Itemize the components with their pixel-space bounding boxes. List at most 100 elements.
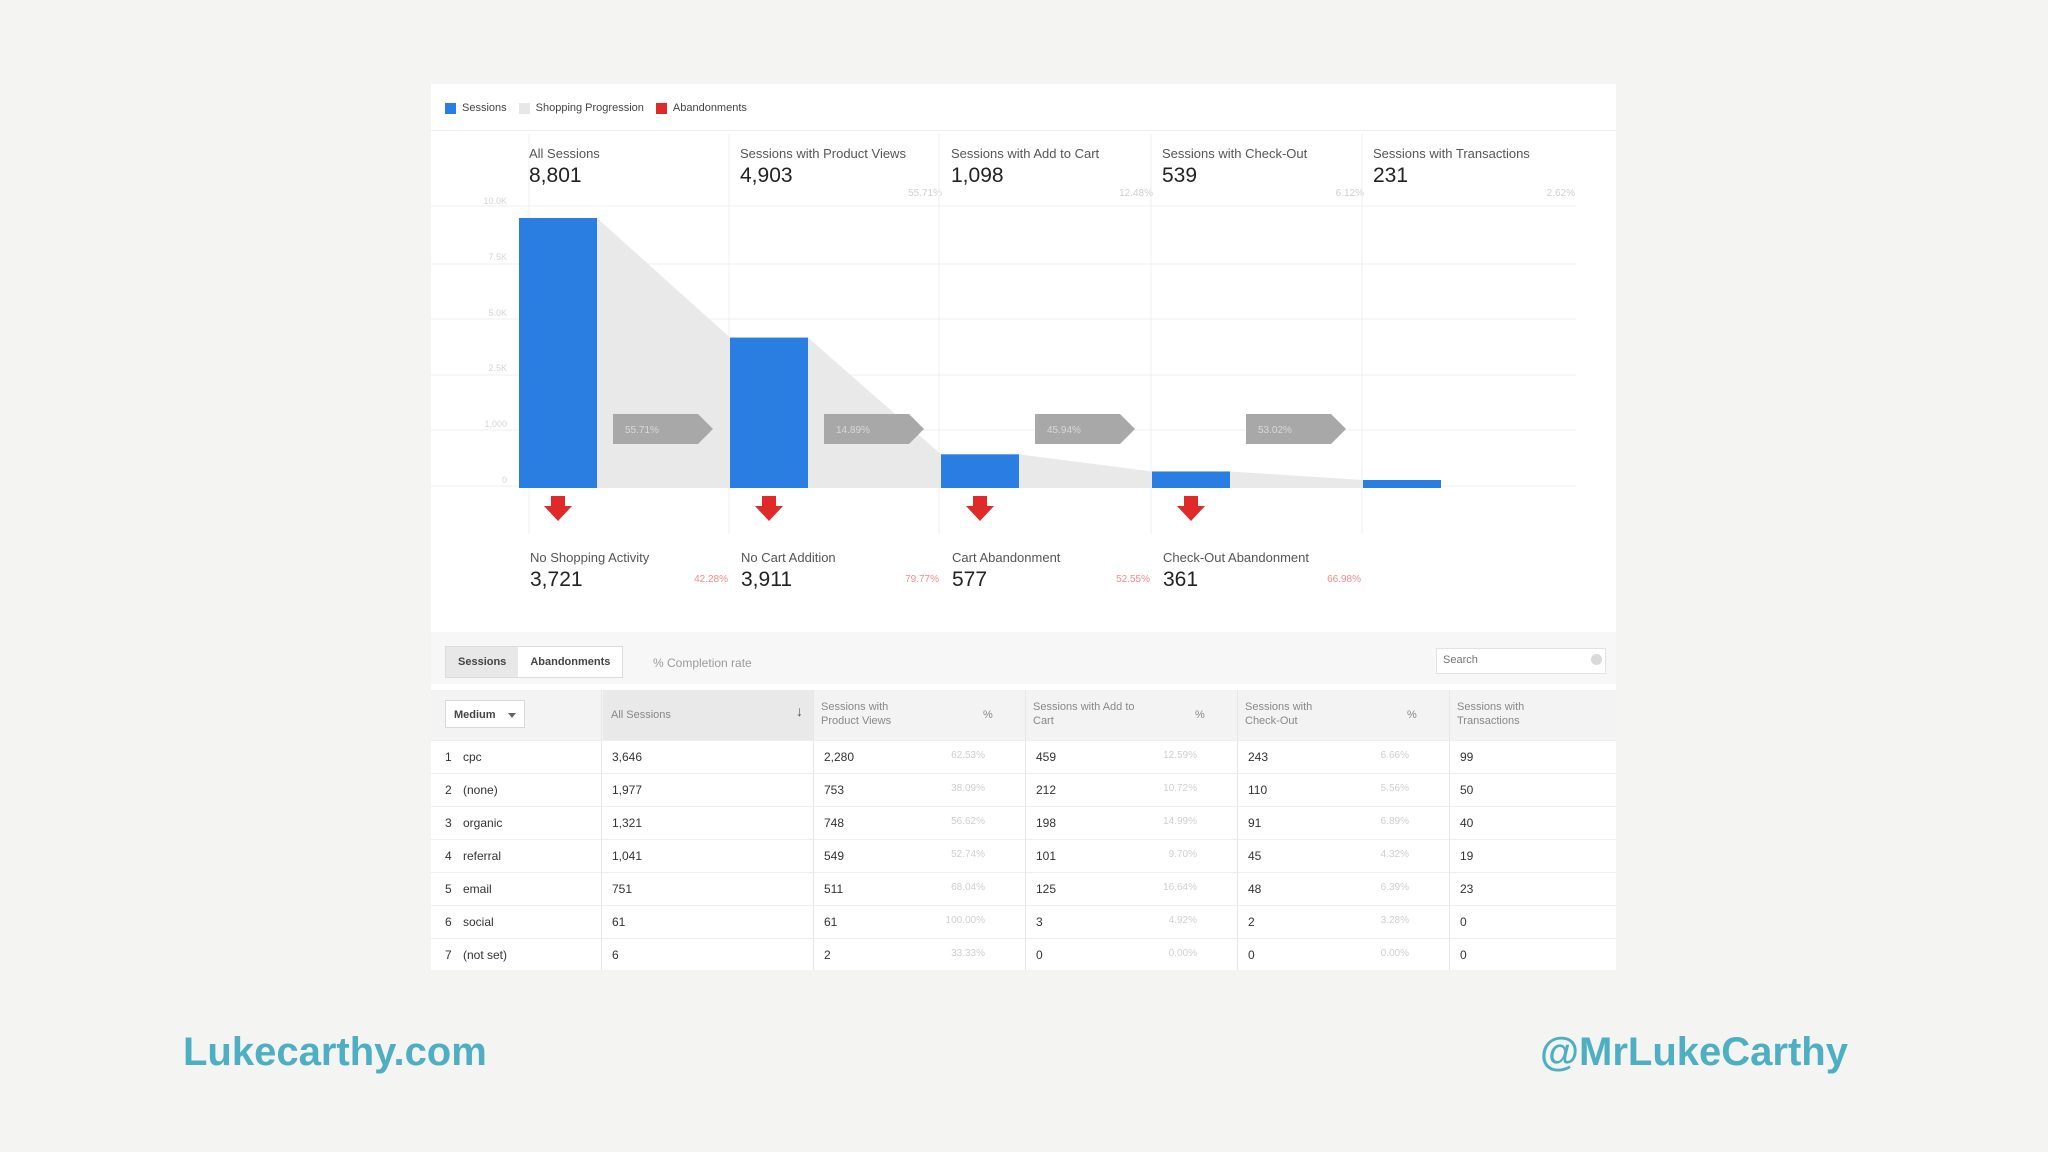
table-cell: 1,041	[612, 849, 643, 863]
table-cell: 751	[612, 882, 633, 896]
funnel-bar[interactable]	[1152, 471, 1230, 488]
arrow-down-icon	[1177, 496, 1205, 521]
abandon-name: No Shopping Activity	[530, 550, 650, 565]
progression-rate-label: 14.89%	[836, 425, 870, 436]
table-cell: 9.70%	[1168, 849, 1197, 860]
search-icon[interactable]	[1591, 654, 1602, 665]
table-cell: 243	[1248, 750, 1269, 764]
dimension-label: Medium	[454, 709, 496, 721]
table-cell: 0.00%	[1168, 948, 1197, 959]
table-cell: 6	[445, 915, 452, 929]
table-cell: 6.66%	[1380, 750, 1409, 761]
header-pct[interactable]: %	[1407, 709, 1417, 721]
medium-link[interactable]: (none)	[463, 783, 498, 797]
legend-item-sessions[interactable]: Sessions	[445, 102, 507, 114]
abandon-name: Cart Abandonment	[952, 550, 1061, 565]
table-search	[1436, 648, 1606, 674]
column-divider	[1025, 690, 1026, 970]
stage-value: 8,801	[529, 164, 582, 187]
tab-sessions[interactable]: Sessions	[446, 647, 519, 677]
medium-link[interactable]: email	[463, 882, 492, 896]
abandon-card-no-cart[interactable]: No Cart Addition 3,911 79.77%	[741, 550, 947, 610]
chevron-down-icon	[508, 713, 516, 718]
table-row[interactable]: 1 cpc 3,646 2,280 62.53% 459 12.59% 243 6.66% 99	[431, 740, 1616, 774]
funnel-bar[interactable]	[519, 218, 597, 488]
table-row[interactable]: 6 social 61 61 100.00% 3 4.92% 2 3.28% 0	[431, 905, 1616, 939]
header-add-to-cart[interactable]: Sessions with Add to Cart	[1033, 701, 1135, 727]
completion-rate-toggle[interactable]: % Completion rate	[653, 656, 752, 670]
medium-link[interactable]: social	[463, 915, 494, 929]
table-row[interactable]: 7 (not set) 6 2 33.33% 0 0.00% 0 0.00% 0	[431, 938, 1616, 972]
stage-card-check-out[interactable]: Sessions with Check-Out 539 6.12%	[1162, 146, 1372, 206]
funnel-bar[interactable]	[1363, 480, 1441, 488]
abandon-card-checkout-abandonment[interactable]: Check-Out Abandonment 361 66.98%	[1163, 550, 1369, 610]
table-cell: 1,977	[612, 783, 643, 797]
stage-name: Sessions with Check-Out	[1162, 146, 1308, 161]
table-cell: 0.00%	[1380, 948, 1409, 959]
table-row[interactable]: 5 email 751 511 68.04% 125 16.64% 48 6.39% 23	[431, 872, 1616, 906]
header-check-out[interactable]: Sessions with Check-Out	[1245, 701, 1313, 727]
abandon-value: 577	[952, 568, 988, 591]
table-cell: 4.32%	[1380, 849, 1409, 860]
abandon-card-no-shopping[interactable]: No Shopping Activity 3,721 42.28%	[530, 550, 736, 610]
stage-pct: 12.48%	[1119, 188, 1153, 199]
view-toggle: Sessions Abandonments	[445, 646, 624, 678]
funnel-bars	[519, 218, 1441, 488]
abandon-arrows	[544, 496, 1205, 521]
legend-item-progression[interactable]: Shopping Progression	[518, 102, 644, 114]
medium-link[interactable]: referral	[463, 849, 502, 863]
stage-card-add-to-cart[interactable]: Sessions with Add to Cart 1,098 12.48%	[951, 146, 1161, 206]
header-product-views[interactable]: Sessions with Product Views	[821, 701, 892, 727]
stage-pct: 2.62%	[1546, 188, 1575, 199]
y-tick-label: 7.5K	[488, 252, 507, 262]
progression-arrow	[1246, 414, 1346, 444]
legend-item-abandonments[interactable]: Abandonments	[655, 102, 747, 114]
table-cell: 110	[1248, 783, 1268, 797]
medium-link[interactable]: (not set)	[463, 948, 508, 962]
stage-card-transactions[interactable]: Sessions with Transactions 231 2.62%	[1373, 146, 1583, 206]
table-cell: 5.56%	[1380, 783, 1409, 794]
table-cell: 5	[445, 882, 452, 896]
table-cell: 91	[1248, 816, 1262, 830]
search-input[interactable]	[1437, 649, 1579, 671]
footer-website[interactable]: Lukecarthy.com	[183, 1030, 487, 1074]
medium-link[interactable]: organic	[463, 816, 503, 830]
abandon-value: 3,911	[741, 568, 792, 591]
abandon-pct: 52.55%	[1116, 574, 1150, 585]
abandon-pct: 66.98%	[1327, 574, 1361, 585]
header-pct[interactable]: %	[1195, 709, 1205, 721]
stage-name: All Sessions	[529, 146, 600, 161]
footer-handle[interactable]: @MrLukeCarthy	[1540, 1030, 1848, 1074]
abandon-name: No Cart Addition	[741, 550, 836, 565]
stage-card-all-sessions[interactable]: All Sessions 8,801	[529, 146, 739, 206]
table-cell: 4.92%	[1168, 915, 1197, 926]
abandon-card-cart-abandonment[interactable]: Cart Abandonment 577 52.55%	[952, 550, 1158, 610]
column-divider	[1237, 690, 1238, 970]
funnel-report-panel: Sessions Shopping Progression Abandonmen…	[431, 84, 1616, 970]
table-cell: 3	[445, 816, 452, 830]
stage-card-product-views[interactable]: Sessions with Product Views 4,903 55.71%	[740, 146, 950, 206]
table-cell: 48	[1248, 882, 1262, 896]
table-row[interactable]: 4 referral 1,041 549 52.74% 101 9.70% 45 4.32% 19	[431, 839, 1616, 873]
header-all-sessions[interactable]: All Sessions ↓	[603, 690, 813, 740]
funnel-bar[interactable]	[730, 337, 808, 488]
progression-arrow	[824, 414, 924, 444]
legend-label-progression: Shopping Progression	[535, 102, 644, 114]
header-transactions[interactable]: Sessions with Transactions	[1457, 701, 1525, 727]
progression-arrow	[1035, 414, 1135, 444]
column-divider	[813, 690, 814, 970]
table-row[interactable]: 2 (none) 1,977 753 38.09% 212 10.72% 110 5.56% 50	[431, 773, 1616, 807]
table-row[interactable]: 3 organic 1,321 748 56.62% 198 14.99% 91 6.89% 40	[431, 806, 1616, 840]
arrow-down-icon	[544, 496, 572, 521]
progression-rate-label: 53.02%	[1258, 425, 1292, 436]
table-header: Medium All Sessions ↓ Sessions with Prod…	[431, 690, 1616, 740]
table-cell: 40	[1460, 816, 1474, 830]
medium-link[interactable]: cpc	[463, 750, 482, 764]
dimension-dropdown[interactable]: Medium	[445, 700, 525, 728]
header-pct[interactable]: %	[983, 709, 993, 721]
column-divider	[601, 690, 602, 970]
tab-abandonments[interactable]: Abandonments	[518, 647, 623, 677]
funnel-bar[interactable]	[941, 454, 1019, 488]
table-cell: 23	[1460, 882, 1474, 896]
table-cell: 0	[1460, 948, 1467, 962]
